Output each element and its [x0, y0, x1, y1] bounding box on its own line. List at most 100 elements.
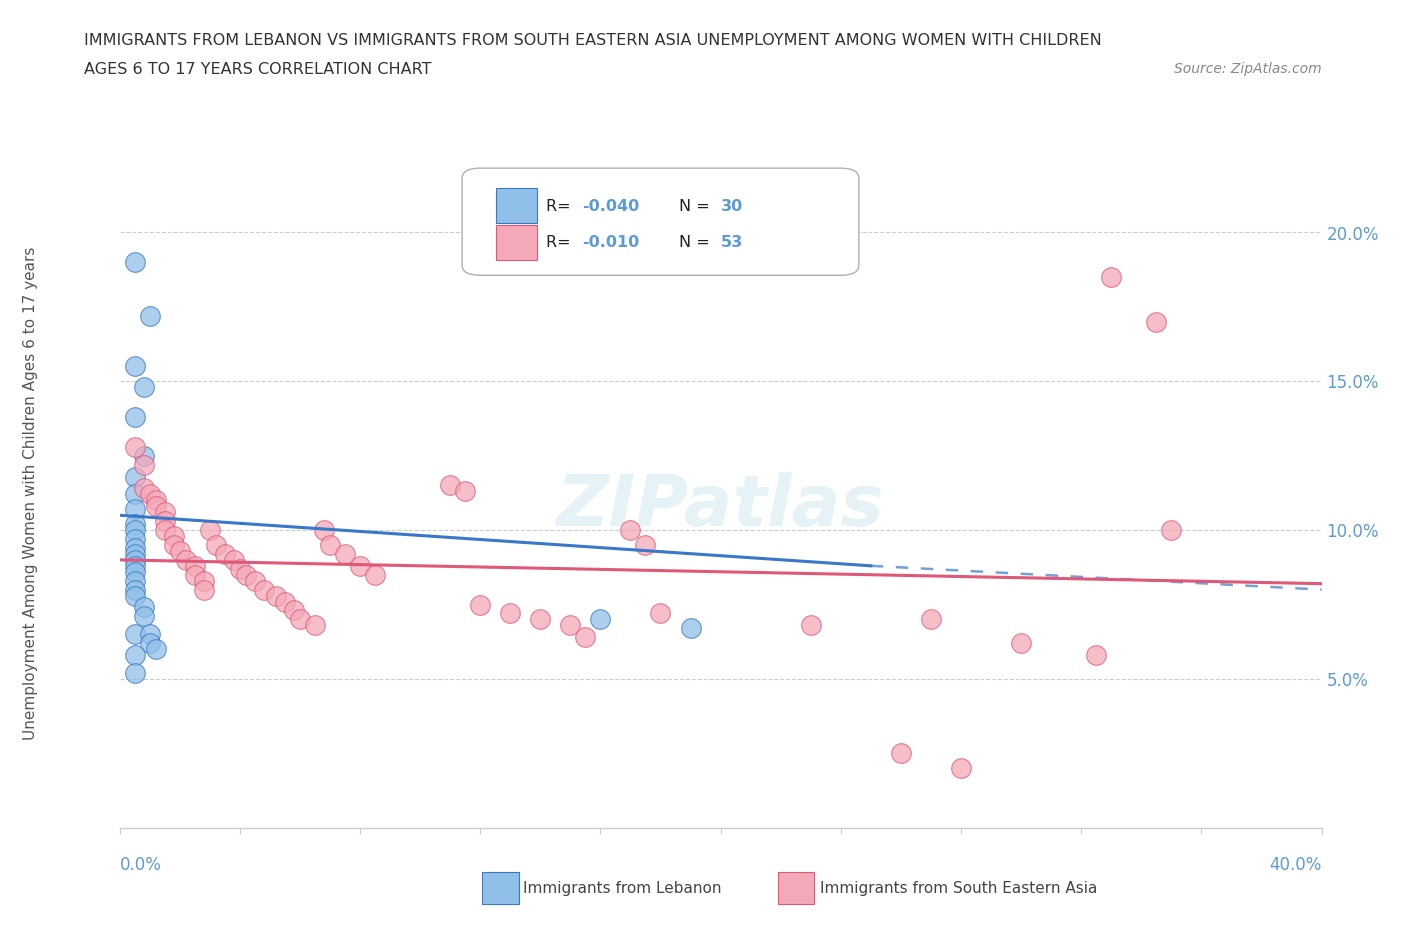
Text: N =: N = — [679, 199, 714, 214]
Text: ZIPatlas: ZIPatlas — [557, 472, 884, 540]
Point — [183, 567, 205, 582]
FancyBboxPatch shape — [496, 188, 537, 223]
Point — [169, 543, 191, 558]
Point — [589, 612, 612, 627]
Point — [153, 523, 176, 538]
Point — [274, 594, 297, 609]
Point — [138, 627, 160, 642]
Text: 0.0%: 0.0% — [120, 856, 162, 873]
Point — [1010, 636, 1032, 651]
Point — [124, 409, 146, 424]
Point — [138, 487, 160, 502]
Point — [124, 487, 146, 502]
Point — [499, 606, 522, 621]
Point — [124, 517, 146, 532]
Point — [132, 458, 155, 472]
Text: -0.010: -0.010 — [582, 235, 640, 250]
Point — [634, 538, 657, 552]
Point — [138, 636, 160, 651]
Point — [124, 469, 146, 484]
Point — [439, 478, 461, 493]
Point — [1144, 314, 1167, 329]
Point — [153, 513, 176, 528]
Point — [138, 309, 160, 324]
Point — [124, 582, 146, 597]
Point — [174, 552, 197, 567]
Point — [560, 618, 582, 632]
Point — [183, 558, 205, 573]
Point — [124, 588, 146, 603]
Point — [124, 552, 146, 567]
Point — [124, 573, 146, 588]
Point — [319, 538, 342, 552]
Point — [243, 573, 266, 588]
Text: AGES 6 TO 17 YEARS CORRELATION CHART: AGES 6 TO 17 YEARS CORRELATION CHART — [84, 62, 432, 77]
Point — [124, 558, 146, 573]
Point — [454, 484, 477, 498]
Point — [253, 582, 276, 597]
Text: Source: ZipAtlas.com: Source: ZipAtlas.com — [1174, 62, 1322, 76]
Text: N =: N = — [679, 235, 714, 250]
Text: 30: 30 — [720, 199, 742, 214]
Text: Unemployment Among Women with Children Ages 6 to 17 years: Unemployment Among Women with Children A… — [24, 246, 38, 739]
Point — [153, 505, 176, 520]
Point — [132, 609, 155, 624]
Point — [145, 493, 167, 508]
Point — [124, 565, 146, 579]
Point — [920, 612, 942, 627]
Point — [890, 746, 912, 761]
Point — [162, 538, 184, 552]
Point — [124, 627, 146, 642]
Point — [333, 547, 356, 562]
FancyBboxPatch shape — [496, 225, 537, 259]
Point — [124, 647, 146, 662]
Point — [1160, 523, 1182, 538]
Point — [222, 552, 245, 567]
Point — [204, 538, 226, 552]
Point — [1099, 270, 1122, 285]
Point — [264, 588, 287, 603]
Point — [145, 642, 167, 657]
Point — [679, 621, 702, 636]
Point — [1085, 647, 1108, 662]
Point — [124, 255, 146, 270]
Text: Immigrants from Lebanon: Immigrants from Lebanon — [523, 881, 721, 896]
Point — [132, 379, 155, 394]
Point — [132, 481, 155, 496]
FancyBboxPatch shape — [463, 168, 859, 275]
Point — [214, 547, 236, 562]
Text: R=: R= — [547, 235, 576, 250]
Point — [235, 567, 257, 582]
Text: Immigrants from South Eastern Asia: Immigrants from South Eastern Asia — [820, 881, 1097, 896]
Point — [124, 523, 146, 538]
Point — [124, 666, 146, 681]
Point — [124, 540, 146, 555]
Point — [364, 567, 387, 582]
Text: IMMIGRANTS FROM LEBANON VS IMMIGRANTS FROM SOUTH EASTERN ASIA UNEMPLOYMENT AMONG: IMMIGRANTS FROM LEBANON VS IMMIGRANTS FR… — [84, 33, 1102, 47]
Point — [198, 523, 221, 538]
Point — [132, 448, 155, 463]
Point — [468, 597, 492, 612]
Text: -0.040: -0.040 — [582, 199, 640, 214]
Point — [124, 359, 146, 374]
Text: 40.0%: 40.0% — [1270, 856, 1322, 873]
Point — [193, 582, 215, 597]
Point — [304, 618, 326, 632]
Point — [288, 612, 311, 627]
Point — [124, 532, 146, 547]
Point — [162, 528, 184, 543]
Point — [650, 606, 672, 621]
Point — [124, 547, 146, 562]
Point — [312, 523, 335, 538]
Point — [124, 439, 146, 454]
Point — [283, 603, 305, 618]
Point — [145, 498, 167, 513]
Point — [193, 573, 215, 588]
Point — [529, 612, 551, 627]
Point — [132, 600, 155, 615]
Point — [950, 761, 973, 776]
Text: 53: 53 — [720, 235, 742, 250]
Point — [574, 630, 596, 644]
Point — [619, 523, 641, 538]
Point — [124, 502, 146, 517]
